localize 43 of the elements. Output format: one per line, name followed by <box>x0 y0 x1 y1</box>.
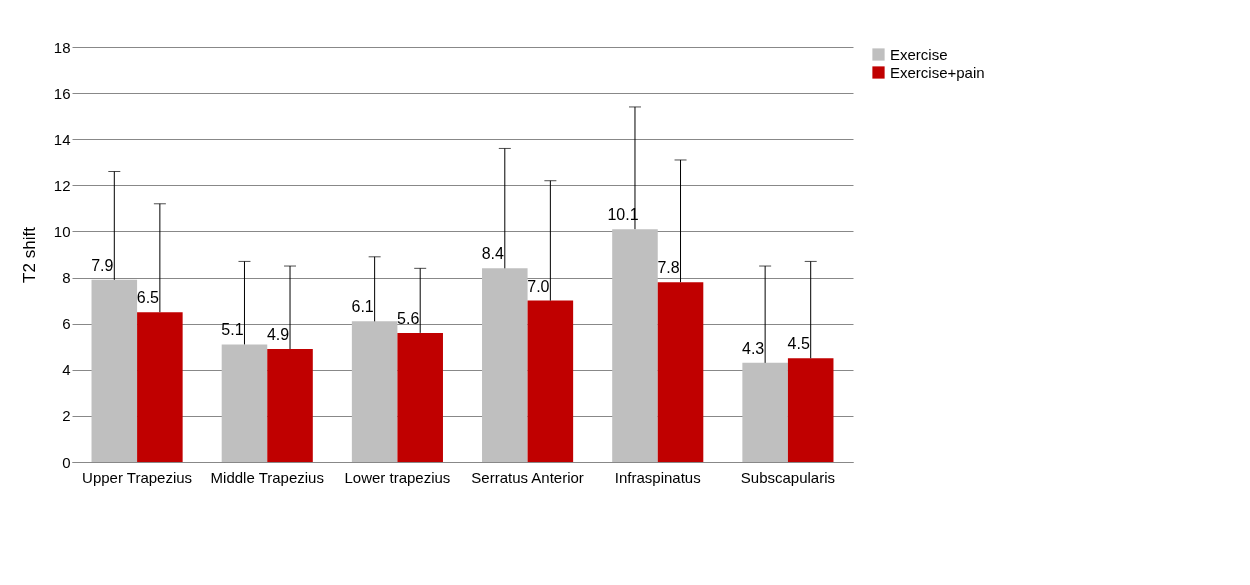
x-tick-label: Infraspinatus <box>614 468 701 486</box>
bar <box>527 300 574 462</box>
y-tick-label: 12 <box>53 176 71 194</box>
x-tick-label: Middle Trapezius <box>210 468 324 486</box>
x-tick-label: Serratus Anterior <box>471 468 584 486</box>
data-label: 5.6 <box>397 309 420 327</box>
x-tick-label: Upper Trapezius <box>82 468 193 486</box>
x-tick-label: Subscapularis <box>740 468 836 486</box>
y-tick-label: 2 <box>62 407 71 425</box>
data-label: 7.9 <box>91 256 114 274</box>
bar <box>221 344 268 462</box>
bar <box>267 349 313 462</box>
y-tick-label: 8 <box>62 269 71 287</box>
y-tick-label: 10 <box>53 222 71 240</box>
data-label: 6.5 <box>136 289 160 307</box>
y-axis-title: T2 shift <box>19 226 39 283</box>
data-label: 7.0 <box>527 277 550 295</box>
legend-label: Exercise <box>890 45 948 63</box>
data-label: 4.3 <box>742 339 765 357</box>
bar <box>657 282 704 462</box>
y-tick-label: 6 <box>62 315 71 333</box>
y-tick-label: 14 <box>53 130 71 148</box>
x-tick-label: Lower trapezius <box>344 468 451 486</box>
data-label: 5.1 <box>221 321 244 339</box>
data-label: 6.1 <box>351 298 374 316</box>
y-tick-label: 18 <box>53 38 71 56</box>
bar <box>787 358 834 462</box>
y-tick-label: 0 <box>62 453 71 471</box>
data-label: 4.5 <box>787 335 810 353</box>
bar <box>397 332 443 462</box>
y-tick-label: 16 <box>53 84 71 102</box>
bar <box>91 279 138 462</box>
data-label: 8.4 <box>481 245 505 263</box>
legend-label: Exercise+pain <box>890 63 985 81</box>
bar <box>742 362 788 462</box>
data-label: 10.1 <box>607 206 639 224</box>
bar <box>351 321 398 462</box>
data-label: 4.9 <box>266 326 290 344</box>
bar <box>612 229 658 462</box>
y-tick-label: 4 <box>62 361 71 379</box>
bar <box>137 312 183 462</box>
bar <box>482 268 528 462</box>
data-label: 7.8 <box>657 259 680 277</box>
